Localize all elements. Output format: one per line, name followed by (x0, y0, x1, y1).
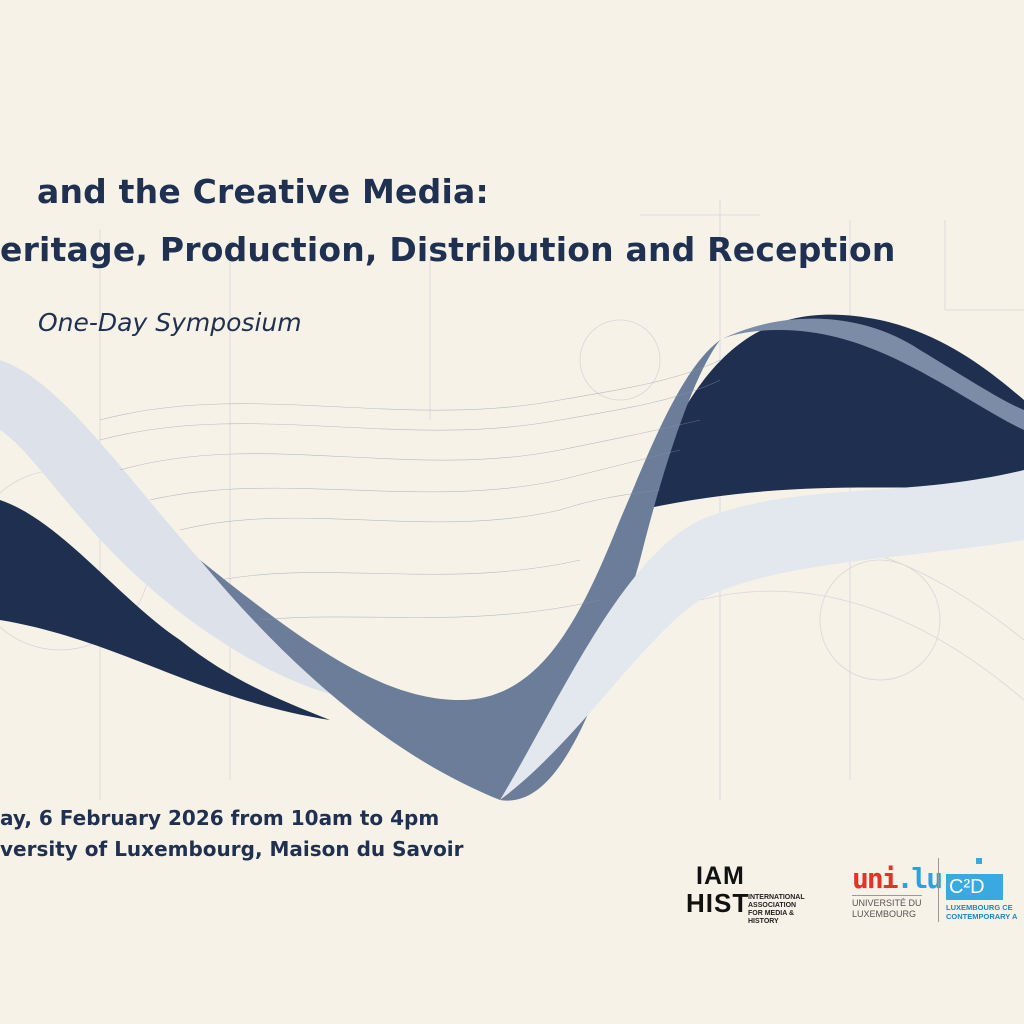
iamhist-text-3: FOR MEDIA & HISTORY (748, 910, 795, 925)
unilu-text-1: UNIVERSITÉ DU (852, 898, 922, 908)
unilu-text-2: LUXEMBOURG (852, 909, 917, 919)
unilu-logo: uni.lu UNIVERSITÉ DU LUXEMBOURG (852, 862, 943, 919)
iamhist-text-2: ASSOCIATION (748, 902, 797, 909)
wave-dark-right (640, 314, 1024, 510)
wave-light-left (0, 360, 360, 700)
c2dh-text-2: CONTEMPORARY A (946, 912, 1018, 921)
title-line-1: and the Creative Media: (37, 172, 489, 211)
c2dh-logo: C²D LUXEMBOURG CE CONTEMPORARY A (946, 858, 1024, 924)
event-venue: versity of Luxembourg, Maison du Savoir (0, 837, 464, 861)
wave-mid-right (720, 318, 1024, 430)
event-date: ay, 6 February 2026 from 10am to 4pm (0, 806, 440, 830)
wave-light-right (500, 470, 1024, 800)
iamhist-logo: IAM HIST INTERNATIONAL ASSOCIATION FOR M… (686, 862, 805, 925)
wave-dark-left (0, 500, 330, 720)
subtitle: One-Day Symposium (38, 308, 302, 337)
title-line-2: eritage, Production, Distribution and Re… (0, 230, 896, 269)
c2dh-text-1: LUXEMBOURG CE (946, 903, 1013, 912)
logo-divider (938, 858, 939, 922)
iamhist-text-1: INTERNATIONAL (748, 894, 805, 901)
